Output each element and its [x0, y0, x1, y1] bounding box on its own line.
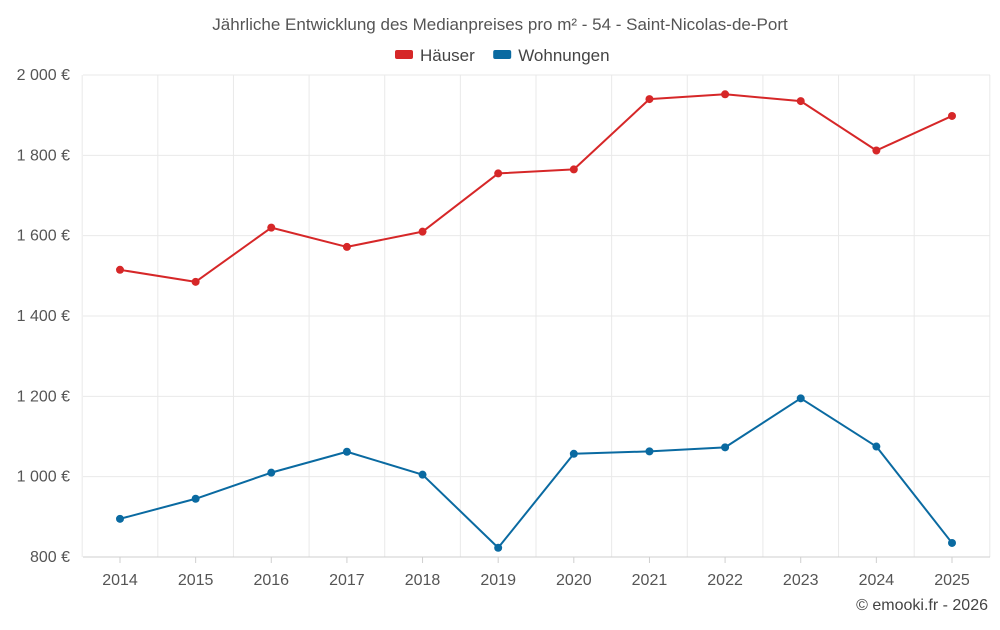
x-tick-label: 2019 [480, 572, 516, 589]
x-tick-label: 2016 [253, 572, 289, 589]
series-layer [116, 90, 956, 552]
data-point-wohnungen [418, 470, 427, 479]
x-tick-label: 2014 [102, 572, 138, 589]
x-tick-label: 2020 [556, 572, 592, 589]
data-point-häuser [645, 95, 654, 104]
series-line-wohnungen [119, 397, 953, 549]
axes: 800 € 1 000 € 1 200 € 1 400 € 1 600 € 1 800 €… [17, 67, 990, 589]
legend-item-wohnungen: Wohnungen [493, 46, 610, 65]
x-tick-label: 2018 [405, 572, 441, 589]
legend: Häuser Wohnungen [395, 46, 610, 65]
data-point-wohnungen [494, 543, 503, 552]
data-point-häuser [569, 165, 578, 174]
data-point-wohnungen [872, 442, 881, 451]
legend-item-häuser: Häuser [395, 46, 475, 65]
x-tick-label: 2023 [783, 572, 819, 589]
data-point-häuser [116, 265, 124, 274]
y-tick-label: 1 400 € [17, 308, 70, 325]
y-tick-label: 1 800 € [17, 147, 70, 164]
chart-title: Jährliche Entwicklung des Medianpreises … [212, 15, 788, 34]
grid [81, 74, 991, 557]
data-point-häuser [267, 223, 276, 232]
x-tick-label: 2022 [707, 572, 743, 589]
data-point-häuser [796, 97, 805, 106]
x-tick-label: 2025 [934, 572, 970, 589]
data-point-häuser [872, 146, 881, 155]
data-point-wohnungen [645, 447, 654, 456]
y-tick-label: 1 600 € [17, 228, 70, 245]
data-point-wohnungen [796, 394, 805, 403]
data-point-häuser [494, 169, 503, 178]
data-point-wohnungen [267, 468, 276, 477]
y-tick-label: 1 200 € [17, 388, 70, 405]
series-line-häuser [119, 93, 953, 283]
x-tick-label: 2024 [859, 572, 895, 589]
y-tick-label: 2 000 € [17, 67, 70, 84]
x-tick-label: 2017 [329, 572, 365, 589]
data-point-häuser [948, 111, 956, 120]
data-point-wohnungen [721, 443, 730, 452]
legend-swatch [395, 50, 413, 59]
data-point-wohnungen [569, 449, 578, 458]
credit-text: © emooki.fr - 2026 [856, 597, 988, 614]
y-tick-label: 1 000 € [17, 469, 70, 486]
y-tick-label: 800 € [30, 549, 70, 566]
data-point-häuser [342, 242, 351, 251]
legend-swatch [493, 50, 512, 59]
legend-label: Häuser [420, 46, 475, 65]
data-point-wohnungen [948, 538, 956, 547]
data-point-wohnungen [342, 447, 351, 456]
x-tick-label: 2021 [632, 572, 668, 589]
x-tick-label: 2015 [178, 572, 214, 589]
legend-label: Wohnungen [518, 46, 609, 65]
data-point-wohnungen [116, 514, 124, 523]
data-point-wohnungen [191, 494, 200, 503]
data-point-häuser [721, 90, 730, 99]
data-point-häuser [418, 227, 427, 236]
data-point-häuser [191, 277, 200, 286]
